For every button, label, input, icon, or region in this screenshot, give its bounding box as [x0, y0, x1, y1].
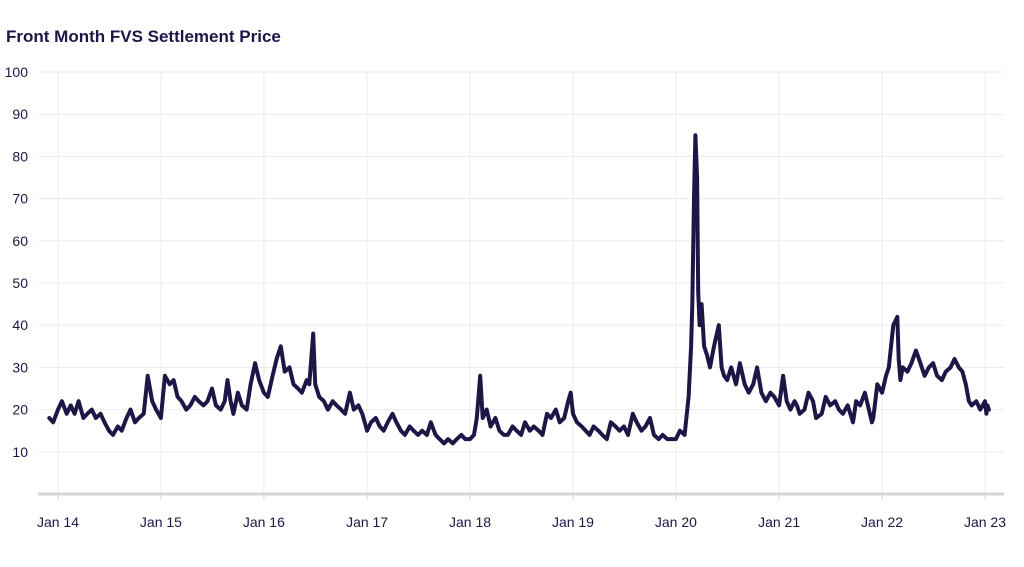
chart-title: Front Month FVS Settlement Price: [6, 27, 281, 46]
x-tick-label: Jan 19: [552, 514, 594, 530]
x-tick-label: Jan 18: [449, 514, 491, 530]
x-tick-label: Jan 14: [37, 514, 79, 530]
x-tick-label: Jan 15: [140, 514, 182, 530]
x-tick-label: Jan 20: [655, 514, 697, 530]
y-tick-label: 100: [5, 64, 29, 80]
y-tick-label: 90: [12, 106, 28, 122]
y-tick-label: 60: [12, 233, 28, 249]
x-axis-tick-labels: Jan 14 Jan 15 Jan 16 Jan 17 Jan 18 Jan 19 Jan …: [37, 514, 1006, 530]
y-tick-label: 30: [12, 359, 28, 375]
y-tick-label: 10: [12, 444, 28, 460]
x-tick-label: Jan 17: [346, 514, 388, 530]
y-tick-label: 80: [12, 148, 28, 164]
series-line: [47, 133, 991, 446]
y-tick-label: 50: [12, 275, 28, 291]
x-tick-label: Jan 23: [964, 514, 1006, 530]
y-tick-label: 40: [12, 317, 28, 333]
x-tick-label: Jan 22: [861, 514, 903, 530]
y-axis-tick-labels: 10 20 30 40 50 60 70 80 90 100: [5, 64, 29, 460]
series-group: [47, 133, 991, 446]
x-axis: [38, 492, 1004, 500]
y-tick-label: 70: [12, 191, 28, 207]
x-tick-label: Jan 16: [243, 514, 285, 530]
y-tick-label: 20: [12, 402, 28, 418]
grid-lines: [38, 71, 1004, 494]
x-tick-label: Jan 21: [758, 514, 800, 530]
